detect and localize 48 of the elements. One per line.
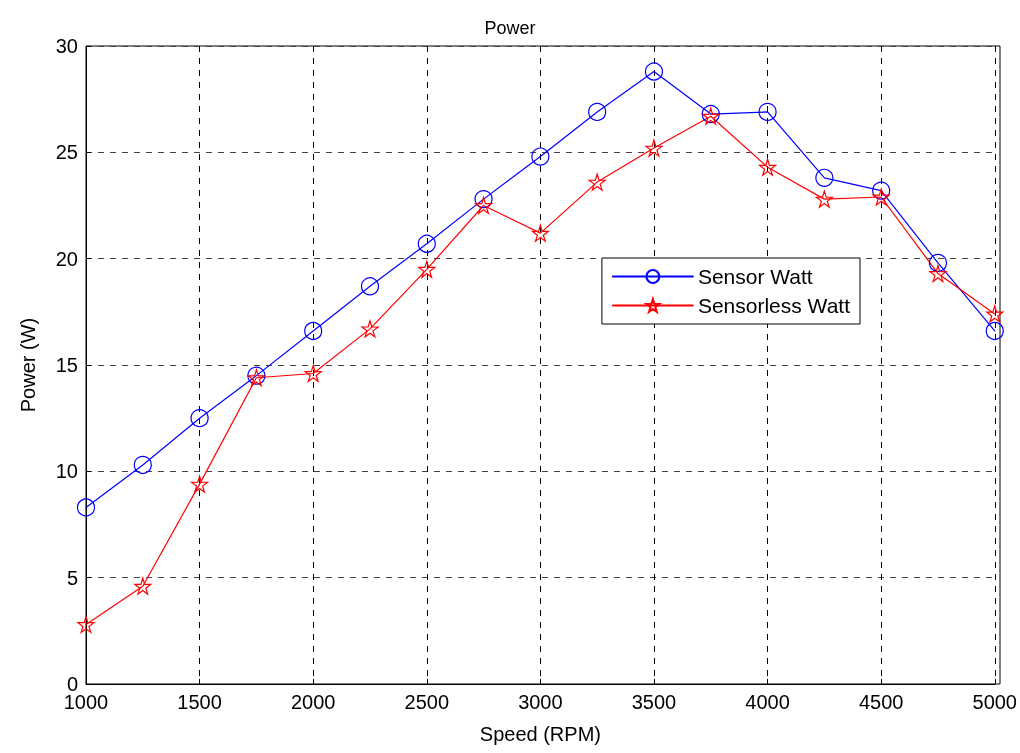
x-axis-title: Speed (RPM) bbox=[479, 723, 601, 745]
x-tick-label: 4000 bbox=[745, 691, 790, 713]
point bbox=[872, 188, 890, 206]
y-tick-label: 10 bbox=[55, 460, 78, 483]
point bbox=[985, 321, 1004, 341]
legend-label: Sensorless Watt bbox=[697, 294, 851, 317]
point bbox=[133, 455, 152, 475]
x-tick-label: 3500 bbox=[631, 691, 677, 713]
point bbox=[588, 173, 606, 191]
point bbox=[531, 224, 549, 242]
y-axis-title: Power (W) bbox=[17, 317, 39, 413]
point bbox=[76, 498, 96, 517]
point bbox=[929, 264, 947, 283]
point bbox=[531, 147, 550, 166]
point bbox=[360, 277, 380, 296]
point bbox=[190, 475, 209, 493]
point bbox=[77, 615, 95, 634]
point bbox=[758, 102, 777, 122]
y-tick-label: 5 bbox=[66, 566, 78, 589]
x-tick-label: 1500 bbox=[177, 691, 222, 713]
x-tick-label: 5000 bbox=[972, 691, 1017, 713]
x-tick-label: 4500 bbox=[858, 691, 904, 713]
point bbox=[815, 190, 833, 208]
x-tick-label: 3000 bbox=[518, 691, 563, 713]
point bbox=[418, 260, 436, 278]
point bbox=[304, 321, 323, 341]
point bbox=[588, 102, 607, 122]
y-tick-label: 30 bbox=[55, 35, 78, 57]
point bbox=[304, 364, 322, 383]
point bbox=[758, 158, 777, 176]
point bbox=[645, 139, 663, 157]
y-tick-label: 25 bbox=[55, 141, 78, 164]
point bbox=[928, 253, 948, 273]
chart-title: Power bbox=[484, 18, 536, 38]
point bbox=[474, 196, 493, 215]
point bbox=[361, 320, 379, 338]
x-tick-label: 2500 bbox=[404, 691, 450, 713]
y-tick-label: 20 bbox=[55, 247, 78, 270]
point bbox=[815, 168, 834, 187]
point bbox=[986, 305, 1004, 323]
point bbox=[474, 190, 493, 209]
point bbox=[417, 234, 436, 253]
point bbox=[190, 409, 209, 428]
x-tick-label: 2000 bbox=[290, 691, 336, 713]
point bbox=[644, 62, 664, 81]
y-tick-label: 15 bbox=[55, 354, 78, 376]
point bbox=[134, 577, 152, 595]
legend-label: Sensor Watt bbox=[697, 265, 813, 288]
